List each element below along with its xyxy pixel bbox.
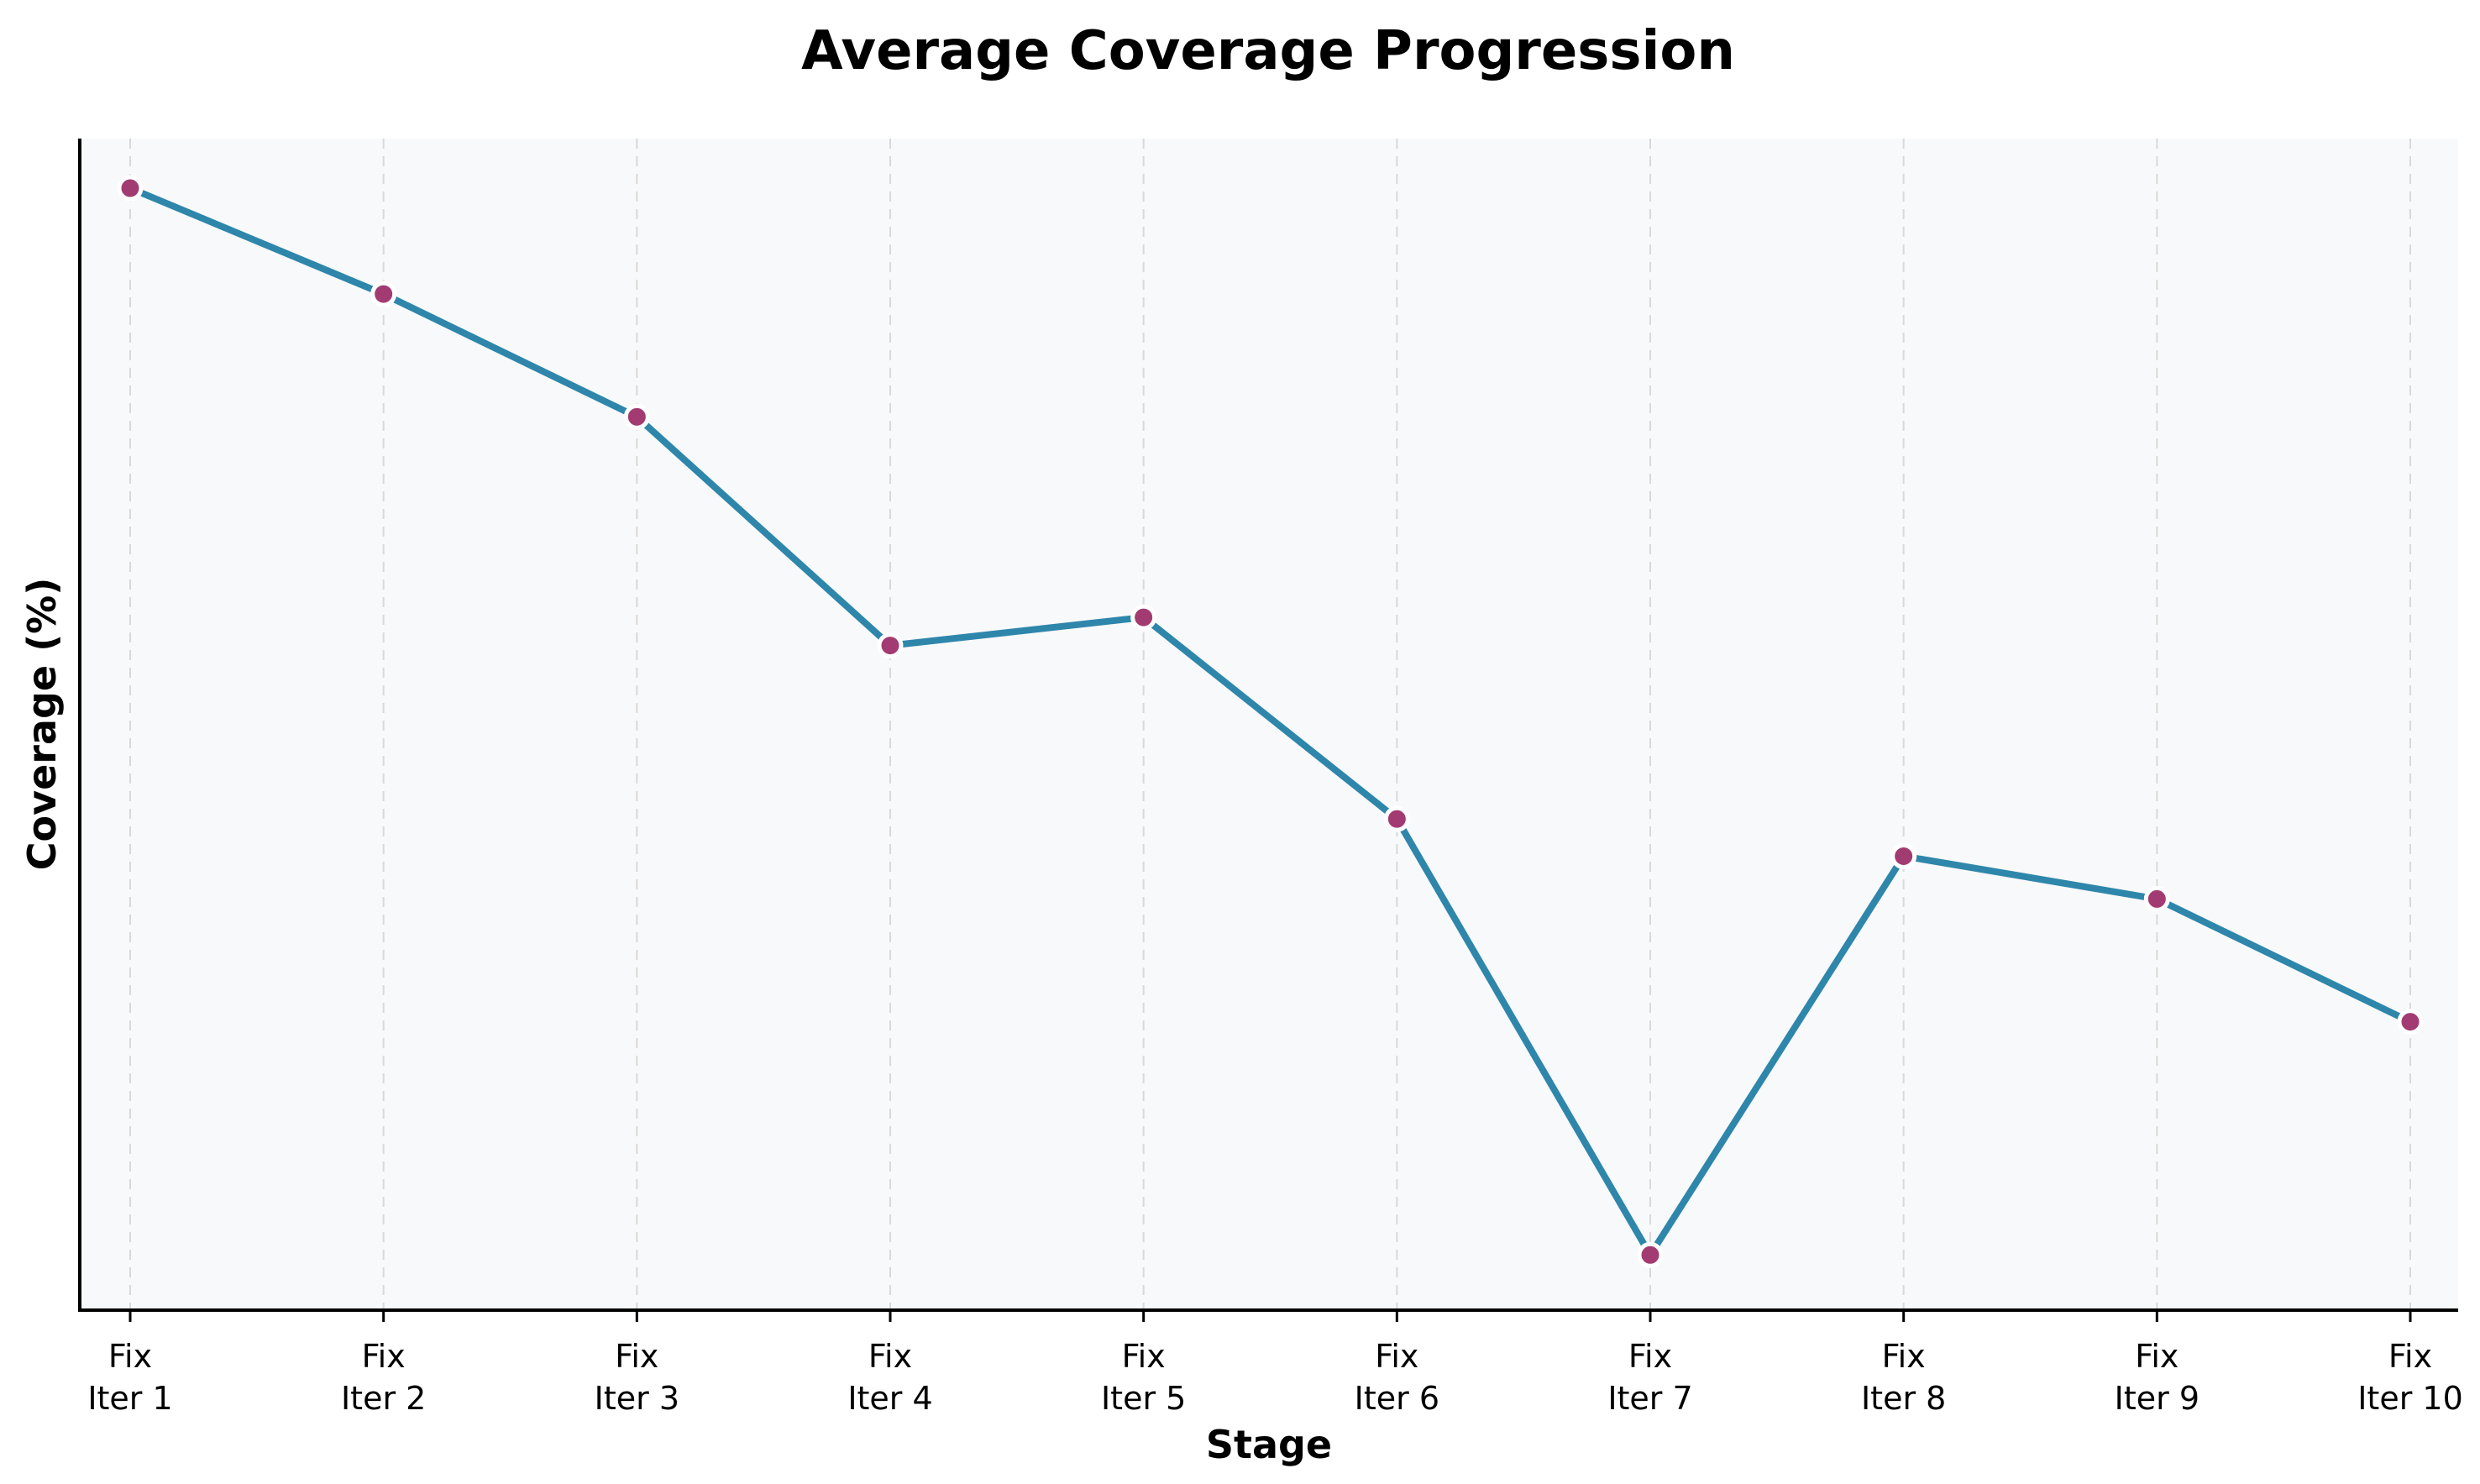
data-point xyxy=(117,175,144,202)
chart-title: Average Coverage Progression xyxy=(801,20,1735,82)
data-point xyxy=(1637,1241,1664,1268)
data-point xyxy=(2397,1009,2424,1036)
data-point xyxy=(623,403,650,430)
plot-area xyxy=(80,139,2458,1310)
x-tick-label: Fix Iter 10 xyxy=(2357,1338,2463,1417)
x-tick-label: Fix Iter 6 xyxy=(1355,1338,1439,1417)
x-tick-label: Fix Iter 4 xyxy=(847,1338,932,1417)
data-point xyxy=(877,632,904,659)
data-point xyxy=(1383,805,1410,832)
data-point xyxy=(1130,604,1157,631)
x-tick-label: Fix Iter 2 xyxy=(341,1338,426,1417)
series-line xyxy=(127,185,2414,1259)
x-axis-label: Stage xyxy=(1206,1422,1332,1467)
data-point xyxy=(1890,842,1917,869)
grid-lines xyxy=(129,139,2411,1310)
x-tick-label: Fix Iter 1 xyxy=(87,1338,172,1417)
x-tick-label: Fix Iter 8 xyxy=(1861,1338,1946,1417)
x-tick-label: Fix Iter 3 xyxy=(595,1338,679,1417)
x-tick-label: Fix Iter 9 xyxy=(2115,1338,2199,1417)
data-points xyxy=(117,175,2424,1268)
x-tick-label: Fix Iter 7 xyxy=(1607,1338,1692,1417)
x-axis-ticks: Fix Iter 1 Fix Iter 2 Fix Iter 3 Fix Iter 4 Fix I… xyxy=(87,1310,2463,1417)
x-tick-label: Fix Iter 5 xyxy=(1101,1338,1186,1417)
series-line-group xyxy=(127,185,2414,1259)
data-point xyxy=(370,281,397,307)
y-axis-label: Coverage (%) xyxy=(19,578,65,871)
data-point xyxy=(2143,885,2170,912)
